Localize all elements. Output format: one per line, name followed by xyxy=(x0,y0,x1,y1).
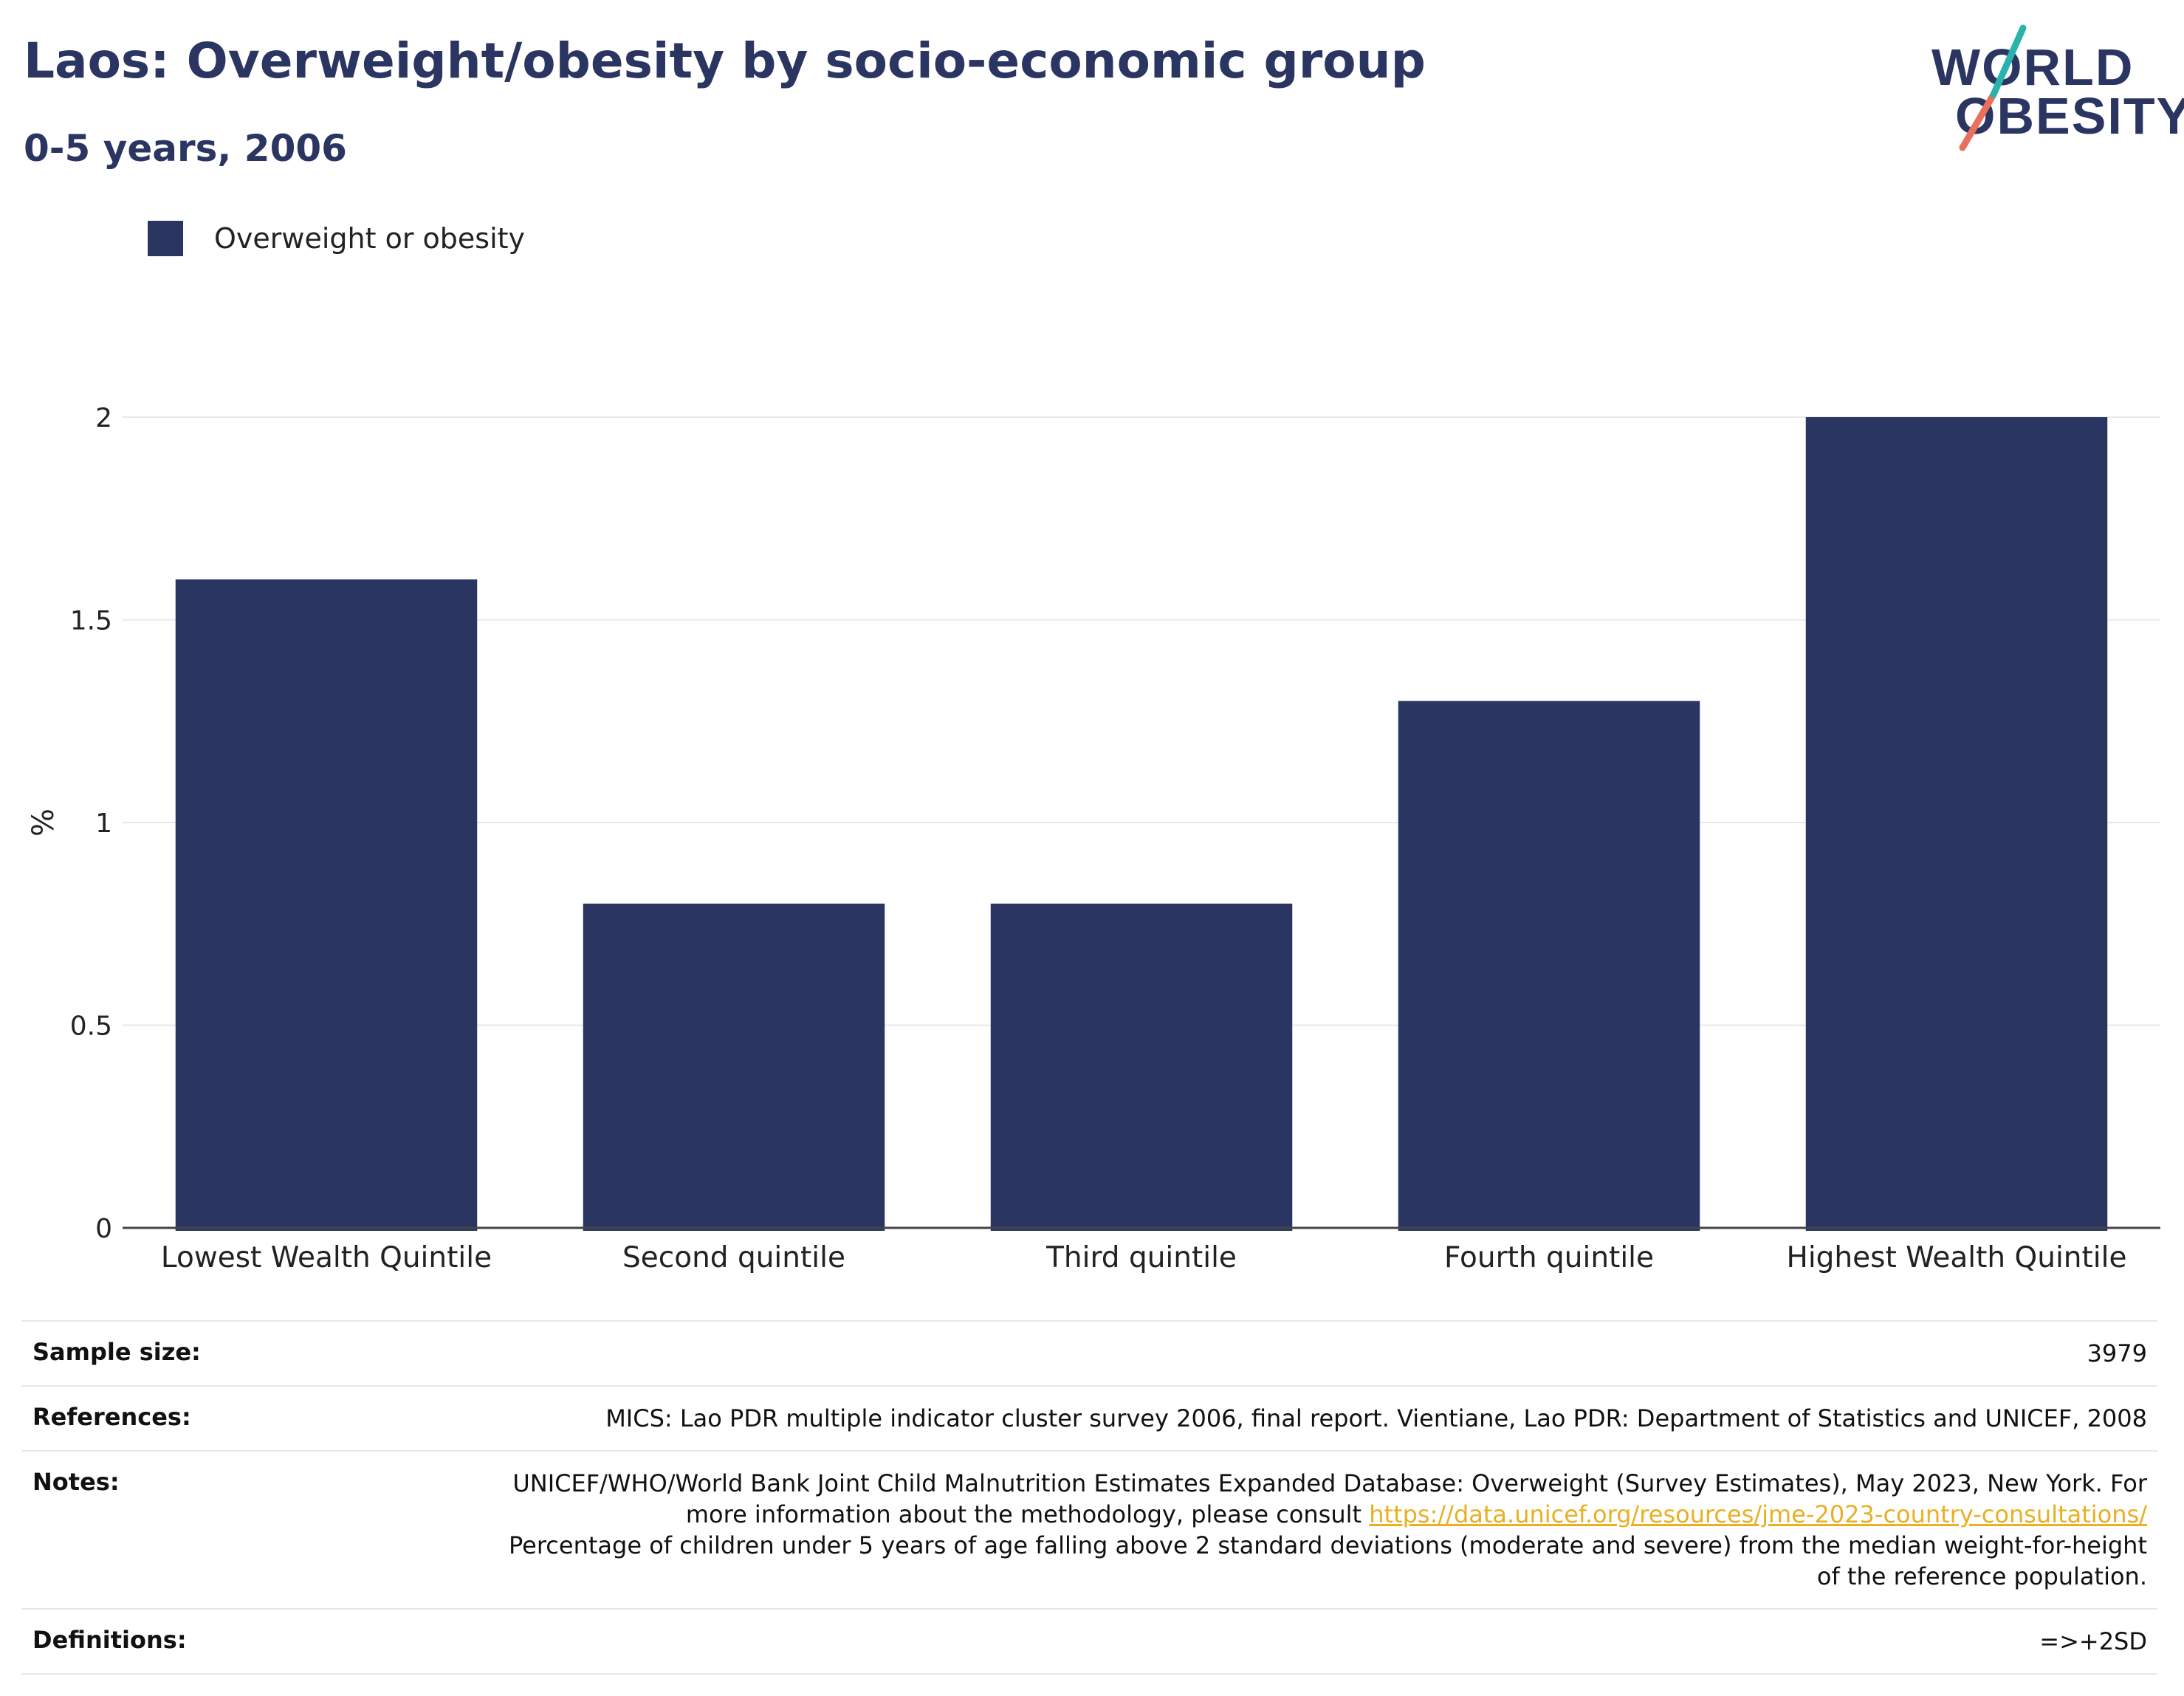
x-tick-label: Third quintile xyxy=(1045,1241,1237,1274)
legend-label: Overweight or obesity xyxy=(214,222,526,255)
bar xyxy=(1398,701,1700,1231)
x-tick-label: Second quintile xyxy=(622,1241,845,1274)
references-value: MICS: Lao PDR multiple indicator cluster… xyxy=(605,1404,2147,1432)
chart-title: Laos: Overweight/obesity by socio-econom… xyxy=(24,32,1426,89)
x-tick-label: Fourth quintile xyxy=(1444,1241,1654,1274)
info-table: Sample size: 3979 References: MICS: Lao … xyxy=(22,1320,2157,1675)
x-tick-label: Lowest Wealth Quintile xyxy=(161,1241,492,1274)
world-obesity-logo[interactable]: WORLD OBESITY xyxy=(1920,22,2184,155)
sample-size-value: 3979 xyxy=(2087,1339,2147,1367)
logo-word-1: WORLD xyxy=(1931,38,2135,96)
y-tick-label: 0.5 xyxy=(70,1012,112,1042)
definitions-label: Definitions: xyxy=(32,1626,187,1654)
bar xyxy=(175,579,478,1231)
y-tick-label: 1 xyxy=(95,808,112,839)
bar xyxy=(1805,417,2108,1231)
bar xyxy=(583,903,885,1231)
definitions-value: =>+2SD xyxy=(2039,1627,2147,1655)
sample-size-row: Sample size: 3979 xyxy=(22,1322,2157,1387)
bar-chart: 0 0.5 1 1.5 2% Lowest Wealth Quintile Second q… xyxy=(27,403,2160,1274)
y-axis-label: % xyxy=(27,808,61,837)
references-label: References: xyxy=(32,1403,191,1431)
notes-link[interactable]: https://data.unicef.org/resources/jme-20… xyxy=(1369,1500,2147,1528)
notes-row: Notes: UNICEF/WHO/World Bank Joint Child… xyxy=(22,1452,2157,1610)
notes-label: Notes: xyxy=(32,1468,120,1496)
y-tick-label: 0 xyxy=(95,1214,112,1244)
legend-swatch xyxy=(148,221,183,256)
sample-size-label: Sample size: xyxy=(32,1338,201,1366)
references-row: References: MICS: Lao PDR multiple indic… xyxy=(22,1387,2157,1452)
chart-legend: Overweight or obesity xyxy=(148,220,525,257)
bar xyxy=(990,903,1293,1231)
y-tick-label: 1.5 xyxy=(70,606,112,636)
y-tick-label: 2 xyxy=(95,403,112,433)
notes-text: UNICEF/WHO/World Bank Joint Child Malnut… xyxy=(512,1469,2147,1528)
logo-slash-icon xyxy=(1959,24,2027,151)
notes-text-2: Percentage of children under 5 years of … xyxy=(509,1531,2147,1590)
definitions-row: Definitions: =>+2SD xyxy=(22,1610,2157,1675)
chart-subtitle: 0-5 years, 2006 xyxy=(24,127,347,170)
notes-value: UNICEF/WHO/World Bank Joint Child Malnut… xyxy=(486,1468,2147,1592)
x-tick-label: Highest Wealth Quintile xyxy=(1787,1241,2127,1274)
